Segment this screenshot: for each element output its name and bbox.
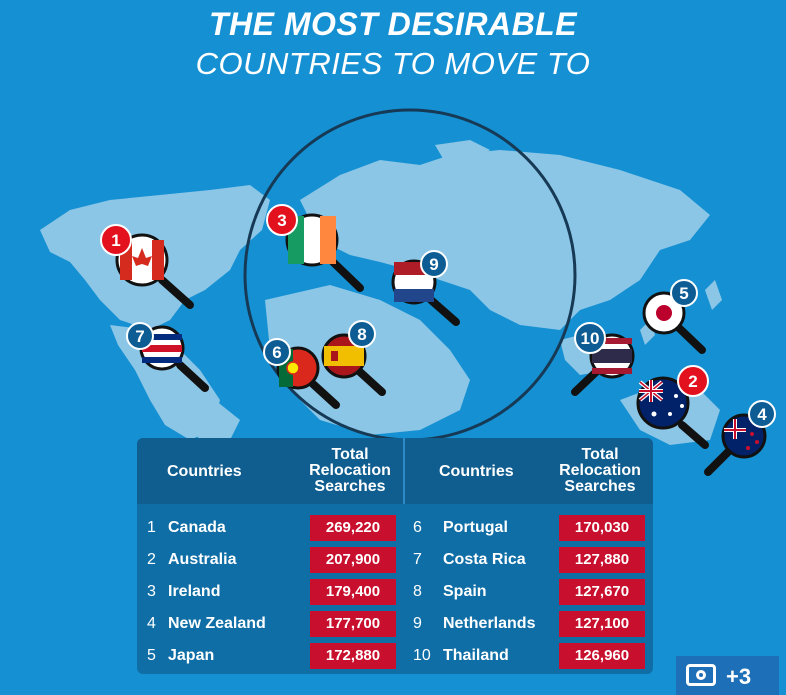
pin-label-1: 1 <box>111 231 120 250</box>
country-name: Netherlands <box>443 615 536 632</box>
rank-number: 7 <box>413 551 422 568</box>
country-name: Australia <box>168 551 237 568</box>
country-name: Costa Rica <box>443 551 526 568</box>
pin-new-zealand: 4 <box>704 400 776 476</box>
search-count: 269,220 <box>310 515 396 541</box>
rank-number: 2 <box>147 551 156 568</box>
pin-netherlands: 9 <box>391 250 460 326</box>
table-row: 5 Japan 172,880 <box>147 643 397 669</box>
left-searches-header: Total Relocation Searches <box>309 446 391 495</box>
pin-label-3: 3 <box>277 211 286 230</box>
country-name: Thailand <box>443 647 509 664</box>
pin-spain: 8 <box>321 320 386 396</box>
pin-canada: 1 <box>100 224 194 309</box>
table-row: 7 Costa Rica 127,880 <box>413 547 649 573</box>
header-divider <box>403 438 405 504</box>
country-name: Spain <box>443 583 487 600</box>
rank-number: 10 <box>413 647 431 664</box>
pin-portugal: 6 <box>263 338 340 409</box>
title-line-1: THE MOST DESIRABLE <box>208 6 578 42</box>
pin-label-5: 5 <box>679 284 688 303</box>
pin-australia: 2 <box>636 365 709 449</box>
search-count: 170,030 <box>559 515 645 541</box>
rank-number: 1 <box>147 519 156 536</box>
search-count: 127,100 <box>559 611 645 637</box>
pin-label-8: 8 <box>357 325 366 344</box>
pin-thailand: 10 <box>571 322 635 396</box>
table-row: 4 New Zealand 177,700 <box>147 611 397 637</box>
gallery-count: +3 <box>726 664 752 689</box>
country-name: Ireland <box>168 583 221 600</box>
pin-label-7: 7 <box>135 327 144 346</box>
search-count: 127,670 <box>559 579 645 605</box>
rank-number: 6 <box>413 519 422 536</box>
maple-leaf-icon <box>132 248 152 266</box>
pin-label-9: 9 <box>429 255 438 274</box>
continents <box>40 140 722 445</box>
right-searches-header: Total Relocation Searches <box>559 446 641 495</box>
pin-label-4: 4 <box>757 405 767 424</box>
search-count: 177,700 <box>310 611 396 637</box>
pin-label-6: 6 <box>272 343 281 362</box>
country-name: Portugal <box>443 519 508 536</box>
search-count: 172,880 <box>310 643 396 669</box>
country-name: New Zealand <box>168 615 266 632</box>
search-count: 207,900 <box>310 547 396 573</box>
rankings-table: Countries Total Relocation Searches Coun… <box>137 438 653 674</box>
title-line-2: COUNTRIES TO MOVE TO <box>195 46 591 81</box>
table-row: 6 Portugal 170,030 <box>413 515 649 541</box>
search-count: 127,880 <box>559 547 645 573</box>
right-countries-header: Countries <box>439 463 514 480</box>
rank-number: 4 <box>147 615 156 632</box>
country-name: Japan <box>168 647 215 664</box>
gallery-count-button[interactable]: +3 <box>676 656 779 695</box>
table-row: 9 Netherlands 127,100 <box>413 611 649 637</box>
rank-number: 9 <box>413 615 422 632</box>
pin-label-2: 2 <box>688 372 697 391</box>
country-name: Canada <box>168 519 226 536</box>
pin-label-10: 10 <box>581 329 600 348</box>
table-row: 3 Ireland 179,400 <box>147 579 397 605</box>
pin-ireland: 3 <box>266 204 364 292</box>
table-row: 10 Thailand 126,960 <box>413 643 649 669</box>
table-row: 2 Australia 207,900 <box>147 547 397 573</box>
pin-japan: 5 <box>642 279 706 354</box>
search-count: 179,400 <box>310 579 396 605</box>
table-header: Countries Total Relocation Searches Coun… <box>137 438 653 504</box>
camera-icon <box>686 664 716 686</box>
rank-number: 8 <box>413 583 422 600</box>
pin-costa-rica: 7 <box>126 322 209 392</box>
left-countries-header: Countries <box>167 463 242 480</box>
rank-number: 3 <box>147 583 156 600</box>
table-row: 8 Spain 127,670 <box>413 579 649 605</box>
table-row: 1 Canada 269,220 <box>147 515 397 541</box>
search-count: 126,960 <box>559 643 645 669</box>
rank-number: 5 <box>147 647 156 664</box>
